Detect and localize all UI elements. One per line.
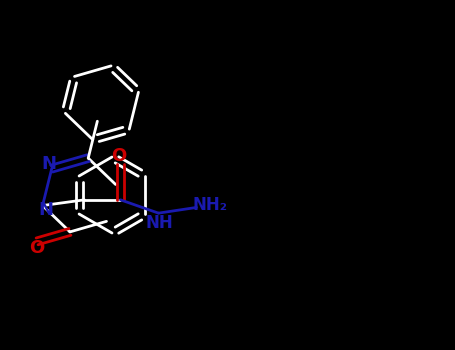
Text: NH₂: NH₂ [193,196,228,215]
Text: N: N [41,155,56,173]
Text: N: N [38,201,53,218]
Text: O: O [111,147,126,165]
Text: NH: NH [146,214,173,232]
Text: O: O [30,239,45,257]
